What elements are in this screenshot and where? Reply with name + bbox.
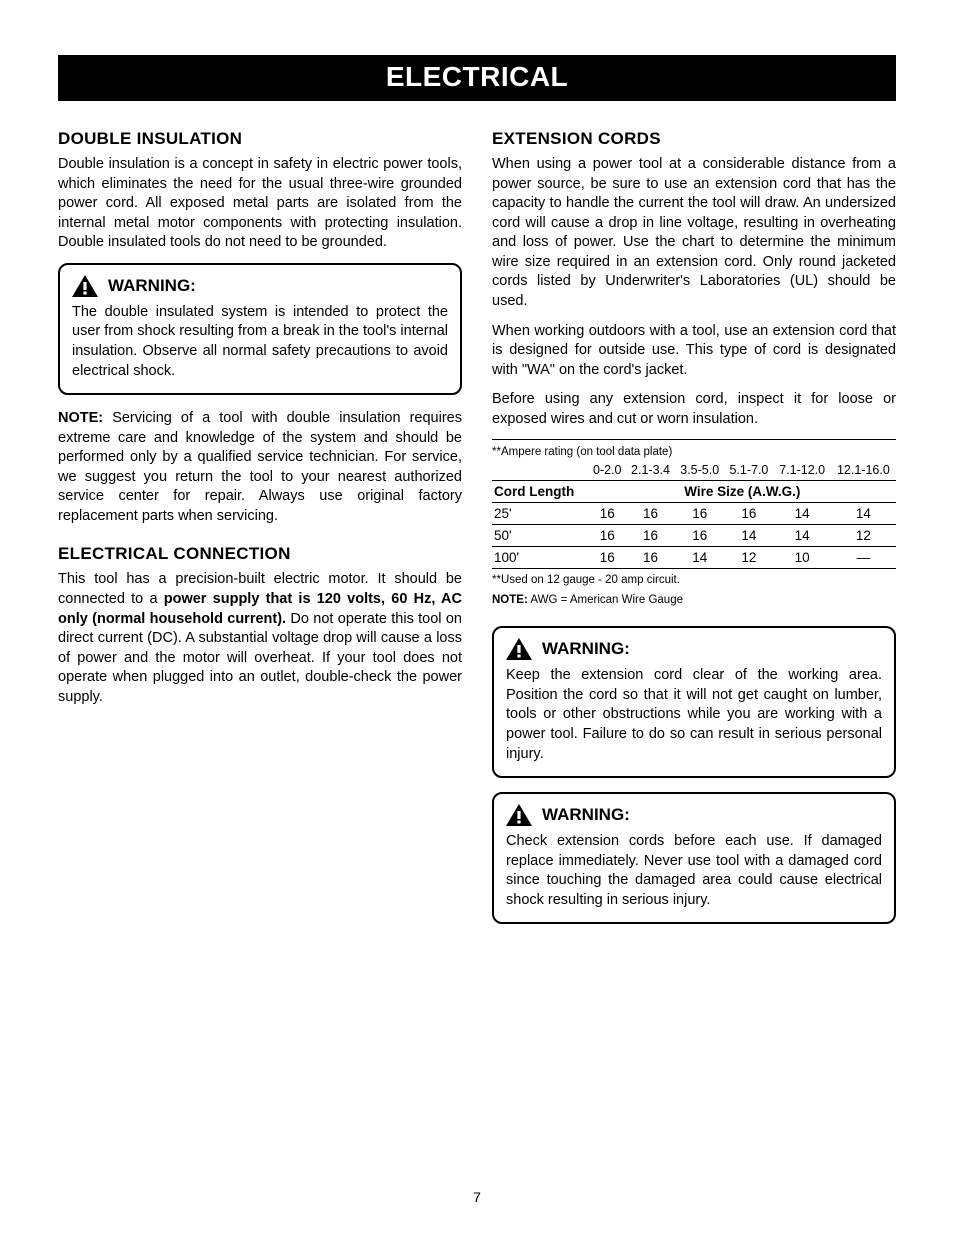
len-100: 100' [492, 547, 589, 569]
cell: 14 [675, 547, 724, 569]
para-electrical-connection: This tool has a precision-built electric… [58, 570, 462, 707]
page-title-bar: ELECTRICAL [58, 55, 896, 101]
cell: 12 [724, 547, 773, 569]
amp-4: 7.1-12.0 [774, 460, 831, 481]
len-25: 25' [492, 503, 589, 525]
table-footnote-2: NOTE: AWG = American Wire Gauge [492, 593, 896, 609]
table-header-row: Cord Length Wire Size (A.W.G.) [492, 481, 896, 503]
amp-2: 3.5-5.0 [675, 460, 724, 481]
warning-icon [72, 275, 98, 297]
warning-body: The double insulated system is intended … [72, 303, 448, 381]
para-ext-1: When using a power tool at a considerabl… [492, 155, 896, 312]
table-row: 25' 16 16 16 16 14 14 [492, 503, 896, 525]
cell: 16 [724, 503, 773, 525]
warning-label: WARNING: [542, 639, 630, 659]
warning-body: Keep the extension cord clear of the wor… [506, 666, 882, 764]
warning-label: WARNING: [108, 276, 196, 296]
warning-heading: WARNING: [72, 275, 448, 297]
head-wire-size: Wire Size (A.W.G.) [589, 481, 896, 503]
cell: 12 [831, 525, 896, 547]
cell: 16 [675, 503, 724, 525]
heading-extension-cords: EXTENSION CORDS [492, 129, 896, 149]
cell: 14 [724, 525, 773, 547]
cell: 16 [589, 503, 626, 525]
para-ext-2: When working outdoors with a tool, use a… [492, 322, 896, 381]
warning-icon [506, 804, 532, 826]
cell: 16 [626, 547, 675, 569]
table-footnote-1: **Used on 12 gauge - 20 amp circuit. [492, 573, 896, 589]
cell: — [831, 547, 896, 569]
warning-heading: WARNING: [506, 638, 882, 660]
warning-box-insulation: WARNING: The double insulated system is … [58, 263, 462, 395]
two-column-layout: DOUBLE INSULATION Double insulation is a… [58, 129, 896, 938]
cell: 16 [675, 525, 724, 547]
note-body: Servicing of a tool with double insulati… [58, 410, 462, 524]
cell: 16 [589, 525, 626, 547]
warning-icon [506, 638, 532, 660]
footnote-note-body: AWG = American Wire Gauge [528, 594, 683, 606]
len-50: 50' [492, 525, 589, 547]
warning-box-cord-clear: WARNING: Keep the extension cord clear o… [492, 626, 896, 778]
para-ext-3: Before using any extension cord, inspect… [492, 390, 896, 429]
warning-heading: WARNING: [506, 804, 882, 826]
table-caption: **Ampere rating (on tool data plate) [492, 446, 896, 458]
wire-size-table: 0-2.0 2.1-3.4 3.5-5.0 5.1-7.0 7.1-12.0 1… [492, 460, 896, 569]
warning-body: Check extension cords before each use. I… [506, 832, 882, 910]
footnote-note-lead: NOTE: [492, 594, 528, 606]
note-lead: NOTE: [58, 410, 103, 426]
cell: 14 [831, 503, 896, 525]
warning-box-cord-check: WARNING: Check extension cords before ea… [492, 792, 896, 924]
cell: 14 [774, 525, 831, 547]
cell: 16 [626, 503, 675, 525]
head-cord-length: Cord Length [492, 481, 589, 503]
amp-1: 2.1-3.4 [626, 460, 675, 481]
left-column: DOUBLE INSULATION Double insulation is a… [58, 129, 462, 938]
note-servicing: NOTE: Servicing of a tool with double in… [58, 409, 462, 526]
cell: 16 [589, 547, 626, 569]
cell: 10 [774, 547, 831, 569]
amp-rating-row: 0-2.0 2.1-3.4 3.5-5.0 5.1-7.0 7.1-12.0 1… [492, 460, 896, 481]
amp-0: 0-2.0 [589, 460, 626, 481]
heading-electrical-connection: ELECTRICAL CONNECTION [58, 544, 462, 564]
right-column: EXTENSION CORDS When using a power tool … [492, 129, 896, 938]
para-double-insulation: Double insulation is a concept in safety… [58, 155, 462, 253]
page-number: 7 [0, 1189, 954, 1205]
cell: 14 [774, 503, 831, 525]
table-row: 50' 16 16 16 14 14 12 [492, 525, 896, 547]
table-row: 100' 16 16 14 12 10 — [492, 547, 896, 569]
amp-5: 12.1-16.0 [831, 460, 896, 481]
warning-label: WARNING: [542, 805, 630, 825]
cell: 16 [626, 525, 675, 547]
heading-double-insulation: DOUBLE INSULATION [58, 129, 462, 149]
amp-3: 5.1-7.0 [724, 460, 773, 481]
